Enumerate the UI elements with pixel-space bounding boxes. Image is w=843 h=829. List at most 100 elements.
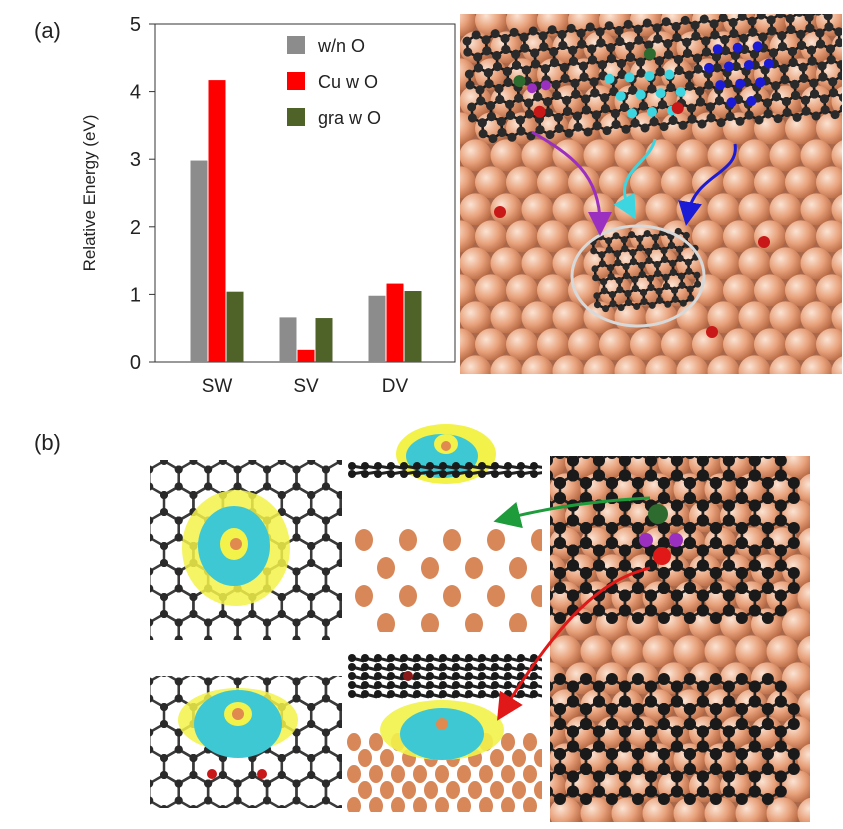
- carbon-atom: [725, 111, 735, 121]
- carbon-atom: [709, 673, 722, 685]
- cu-atom: [475, 328, 507, 361]
- carbon-atom: [774, 559, 787, 572]
- cu-atom: [642, 635, 675, 668]
- carbon-atom: [624, 290, 632, 298]
- carbon-atom: [413, 672, 421, 680]
- carbon-atom: [714, 96, 724, 106]
- carbon-atom: [696, 499, 709, 512]
- carbon-atom: [607, 54, 617, 64]
- carbon-atom: [779, 64, 789, 74]
- cu-atom: [355, 585, 373, 607]
- carbon-atom: [387, 663, 395, 671]
- cu-atom: [580, 635, 613, 668]
- cu-atom: [583, 355, 616, 374]
- carbon-atom: [583, 127, 593, 137]
- carbon-atom: [439, 672, 447, 680]
- carbon-atom: [642, 18, 652, 28]
- carbon-atom: [554, 718, 566, 730]
- carbon-atom: [566, 589, 579, 602]
- cu-atom: [692, 220, 724, 253]
- carbon-atom: [621, 124, 631, 134]
- carbon-atom: [502, 66, 512, 76]
- cu-atom: [475, 166, 507, 199]
- carbon-atom: [538, 31, 548, 41]
- cu-atom: [673, 635, 706, 668]
- carbon-atom: [439, 654, 447, 662]
- carbon-atom: [361, 672, 369, 680]
- carbon-atom: [204, 482, 213, 491]
- cu-atom: [460, 274, 476, 307]
- carbon-atom: [233, 482, 242, 491]
- cu-atom: [399, 529, 417, 551]
- carbon-atom: [387, 681, 395, 689]
- carbon-atom: [631, 582, 644, 594]
- carbon-atom: [780, 75, 790, 85]
- carbon-atom: [658, 456, 670, 459]
- carbon-atom: [150, 533, 154, 542]
- carbon-atom: [722, 695, 735, 708]
- carbon-atom: [646, 274, 654, 282]
- carbon-atom: [619, 102, 629, 112]
- carbon-atom: [292, 618, 301, 627]
- carbon-atom: [488, 134, 498, 144]
- carbon-atom: [695, 97, 705, 107]
- carbon-atom: [618, 725, 631, 738]
- carbon-atom: [554, 522, 566, 534]
- carbon-atom: [773, 114, 783, 124]
- carbon-atom: [478, 470, 486, 478]
- carbon-atom: [676, 245, 684, 253]
- carbon-atom: [374, 654, 382, 662]
- carbon-atom: [618, 770, 631, 783]
- carbon-atom: [478, 129, 488, 139]
- carbon-atom: [682, 231, 690, 239]
- carbon-atom: [540, 64, 550, 74]
- carbon-atom: [605, 522, 618, 534]
- carbon-atom: [568, 56, 578, 66]
- carbon-atom: [321, 465, 330, 474]
- carbon-atom: [644, 695, 657, 708]
- carbon-atom: [600, 287, 608, 295]
- carbon-atom: [589, 77, 599, 87]
- carbon-atom: [174, 533, 183, 542]
- carbon-atom: [566, 559, 579, 572]
- cu-atom: [831, 140, 842, 171]
- cu-atom: [521, 139, 554, 172]
- carbon-atom: [473, 63, 483, 73]
- carbon-atom: [683, 763, 696, 775]
- carbon-atom: [670, 456, 683, 467]
- carbon-atom: [554, 477, 566, 489]
- carbon-atom: [722, 544, 735, 557]
- carbon-atom: [761, 567, 774, 579]
- carbon-atom: [478, 672, 486, 680]
- carbon-atom: [591, 265, 599, 273]
- carbon-atom: [625, 299, 633, 307]
- panel-label-a: (a): [34, 18, 61, 43]
- carbon-atom: [825, 44, 835, 54]
- carbon-atom: [426, 462, 434, 470]
- cu-atom: [769, 247, 802, 280]
- carbon-atom: [839, 104, 842, 114]
- carbon-atom: [486, 112, 496, 122]
- carbon-atom: [439, 462, 447, 470]
- carbon-atom: [387, 654, 395, 662]
- carbon-atom: [602, 126, 612, 136]
- carbon-atom: [630, 118, 640, 128]
- carbon-atom: [505, 110, 515, 120]
- carbon-atom: [640, 123, 650, 133]
- carbon-atom: [174, 567, 183, 576]
- carbon-atom: [174, 465, 183, 474]
- carbon-atom: [292, 677, 301, 686]
- carbon-atom: [763, 109, 773, 119]
- carbon-atom: [465, 462, 473, 470]
- carbon-atom: [787, 718, 800, 730]
- carbon-atom: [426, 663, 434, 671]
- carbon-atom: [748, 499, 761, 512]
- carbon-atom: [792, 112, 802, 122]
- carbon-atom: [709, 477, 722, 489]
- carbon-atom: [694, 280, 702, 288]
- carbon-atom: [621, 245, 629, 253]
- carbon-atom: [515, 115, 525, 125]
- carbon-atom: [657, 793, 670, 805]
- carbon-atom: [606, 456, 618, 459]
- carbon-atom: [452, 470, 460, 478]
